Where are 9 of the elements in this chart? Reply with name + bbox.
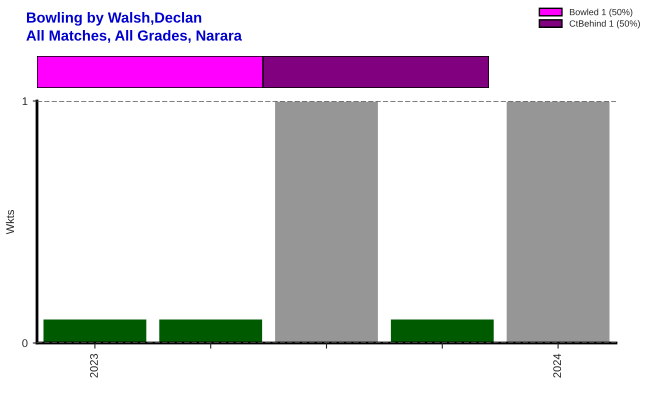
x-tick-label: 2023 <box>90 354 98 378</box>
legend-label: Bowled 1 (50%) <box>570 8 632 18</box>
chart-subtitle: All Matches, All Grades, Narara <box>26 30 242 43</box>
y-axis-title: Wkts <box>6 210 14 234</box>
legend-label: CtBehind 1 (50%) <box>570 20 640 28</box>
chart-title: Bowling by Walsh,Declan <box>26 12 202 26</box>
y-tick-label: 0 <box>22 339 28 348</box>
y-tick-label: 1 <box>22 97 28 106</box>
x-tick-label: 2024 <box>553 354 562 378</box>
